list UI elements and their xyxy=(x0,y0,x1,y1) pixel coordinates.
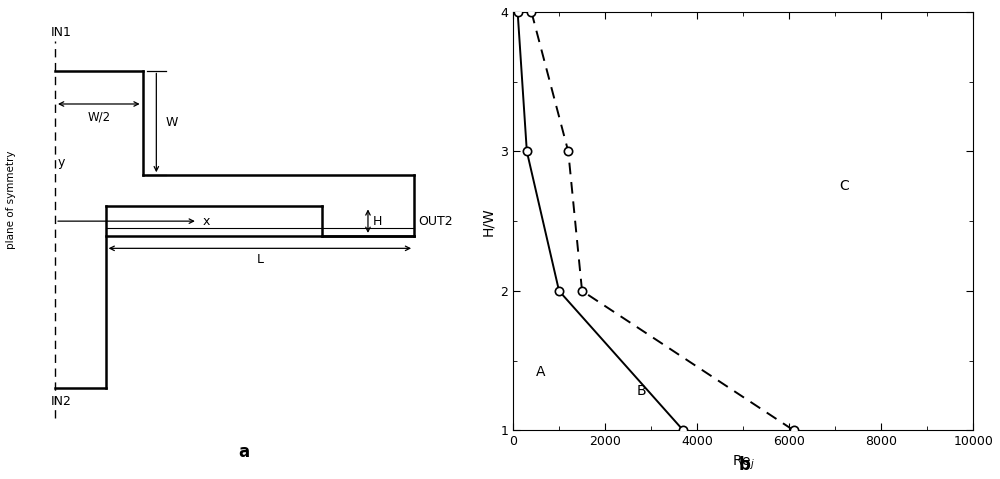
Text: L: L xyxy=(256,252,263,265)
Text: A: A xyxy=(536,365,545,379)
Text: B: B xyxy=(637,384,647,399)
Text: b: b xyxy=(739,456,751,474)
Text: a: a xyxy=(238,443,249,461)
Text: H: H xyxy=(373,215,382,228)
Text: y: y xyxy=(57,156,65,169)
Text: W: W xyxy=(166,116,178,129)
X-axis label: Re$_j$: Re$_j$ xyxy=(732,454,755,472)
Text: IN2: IN2 xyxy=(51,395,71,408)
Y-axis label: H/W: H/W xyxy=(481,207,495,236)
Text: C: C xyxy=(839,179,849,193)
Text: IN1: IN1 xyxy=(51,26,71,39)
Text: x: x xyxy=(202,215,210,228)
Text: W/2: W/2 xyxy=(87,110,110,123)
Text: OUT2: OUT2 xyxy=(419,215,453,228)
Text: plane of symmetry: plane of symmetry xyxy=(6,151,16,250)
